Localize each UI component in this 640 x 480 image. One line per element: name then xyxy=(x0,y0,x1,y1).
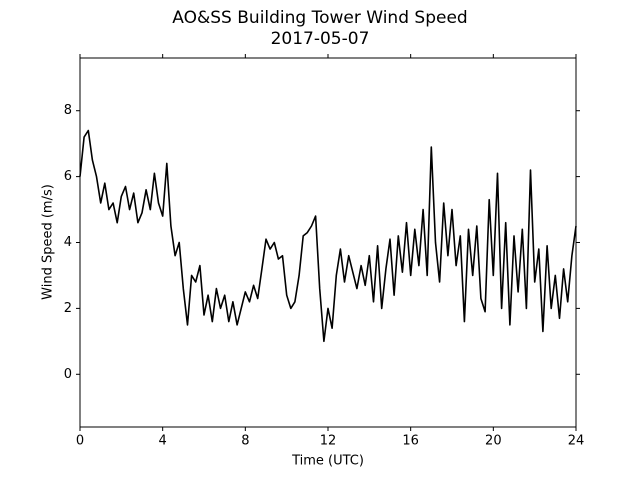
y-tick-label: 4 xyxy=(64,235,72,250)
x-tick-label: 4 xyxy=(159,434,167,449)
x-tick-label: 12 xyxy=(320,434,337,449)
y-tick-label: 2 xyxy=(64,301,72,316)
x-tick-label: 24 xyxy=(568,434,585,449)
x-tick-label: 8 xyxy=(241,434,249,449)
data-line xyxy=(79,129,577,343)
y-axis-label: Wind Speed (m/s) xyxy=(41,184,56,300)
x-tick-label: 0 xyxy=(76,434,84,449)
y-tick-label: 6 xyxy=(64,169,72,184)
x-tick-label: 20 xyxy=(485,434,502,449)
chart-subtitle: 2017-05-07 xyxy=(271,29,370,49)
y-tick-label: 8 xyxy=(64,103,72,118)
plot-frame xyxy=(79,57,577,428)
chart-title: AO&SS Building Tower Wind Speed xyxy=(172,8,467,28)
y-tick-label: 0 xyxy=(64,367,72,382)
x-axis-label: Time (UTC) xyxy=(291,454,364,469)
x-tick-label: 16 xyxy=(402,434,419,449)
